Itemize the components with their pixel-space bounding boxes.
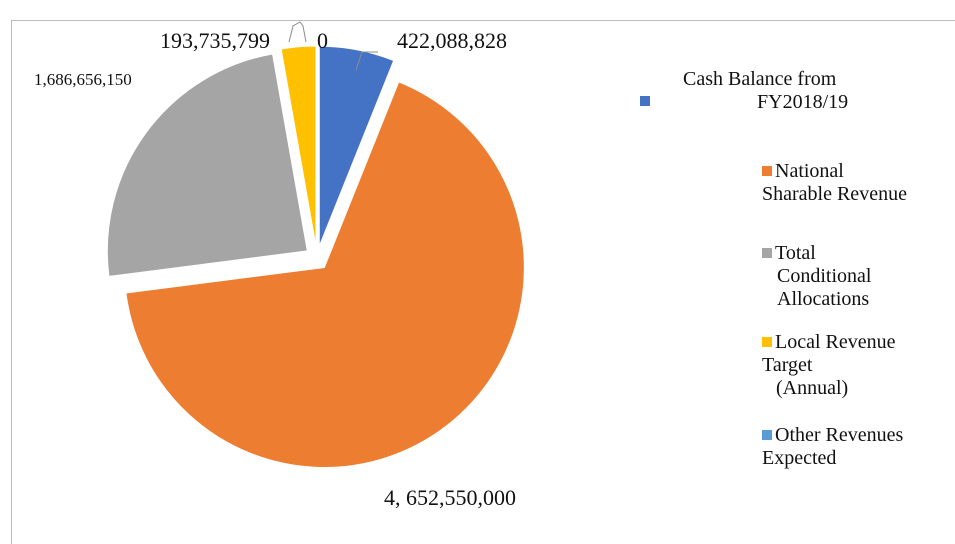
chart-frame-left: [11, 20, 12, 544]
leader-lines: [288, 21, 378, 71]
data-label-national-sharable: 4, 652,550,000: [384, 485, 516, 510]
legend-swatch-local: [762, 337, 772, 347]
chart-frame-top: [11, 20, 955, 21]
leader-line-local-other: [288, 21, 307, 43]
legend-cash-line2: FY2018/19: [757, 91, 849, 113]
leader-line-cash: [355, 51, 378, 71]
pie-slices: [106, 45, 525, 468]
data-label-local-revenue: 193,735,799: [160, 28, 270, 53]
data-label-conditional-allocations: 1,686,656,150: [34, 70, 132, 89]
pie-slice-conditional-allocations: [106, 53, 308, 277]
legend-cash-line1: Cash Balance from: [683, 68, 837, 90]
legend-swatch-conditional: [762, 248, 772, 258]
legend-local-line1: Local Revenue: [775, 331, 896, 353]
legend-other-line2: Expected: [762, 447, 837, 469]
legend-conditional-line3: Allocations: [777, 288, 870, 310]
legend-conditional-line2: Conditional: [777, 265, 872, 287]
legend-item-conditional: Total Conditional Allocations: [762, 242, 871, 311]
legend-local-line3: (Annual): [776, 377, 849, 399]
data-label-cash-balance: 422,088,828: [397, 28, 507, 53]
legend-item-national: National Sharable Revenue: [762, 160, 907, 206]
data-label-other-revenues: 0: [317, 28, 328, 53]
legend-swatch-national: [762, 166, 772, 176]
legend-other-line1: Other Revenues: [775, 424, 904, 446]
pie-slice-cash-balance: [318, 45, 395, 247]
legend-conditional-line1: Total: [775, 242, 816, 264]
legend-item-other: Other Revenues Expected: [762, 424, 903, 470]
legend-national-line2: Sharable Revenue: [762, 183, 907, 205]
legend-item-local: Local Revenue Target (Annual): [762, 331, 896, 400]
legend-local-line2: Target: [762, 354, 813, 376]
pie-slice-national-sharable: [125, 81, 525, 468]
legend-swatch-other: [762, 430, 772, 440]
legend-national-line1: National: [775, 160, 844, 182]
legend-item-cash: Cash Balance from FY2018/19: [683, 68, 848, 114]
pie-slice-local-revenue: [280, 45, 317, 247]
legend-swatch-cash: [640, 96, 650, 106]
